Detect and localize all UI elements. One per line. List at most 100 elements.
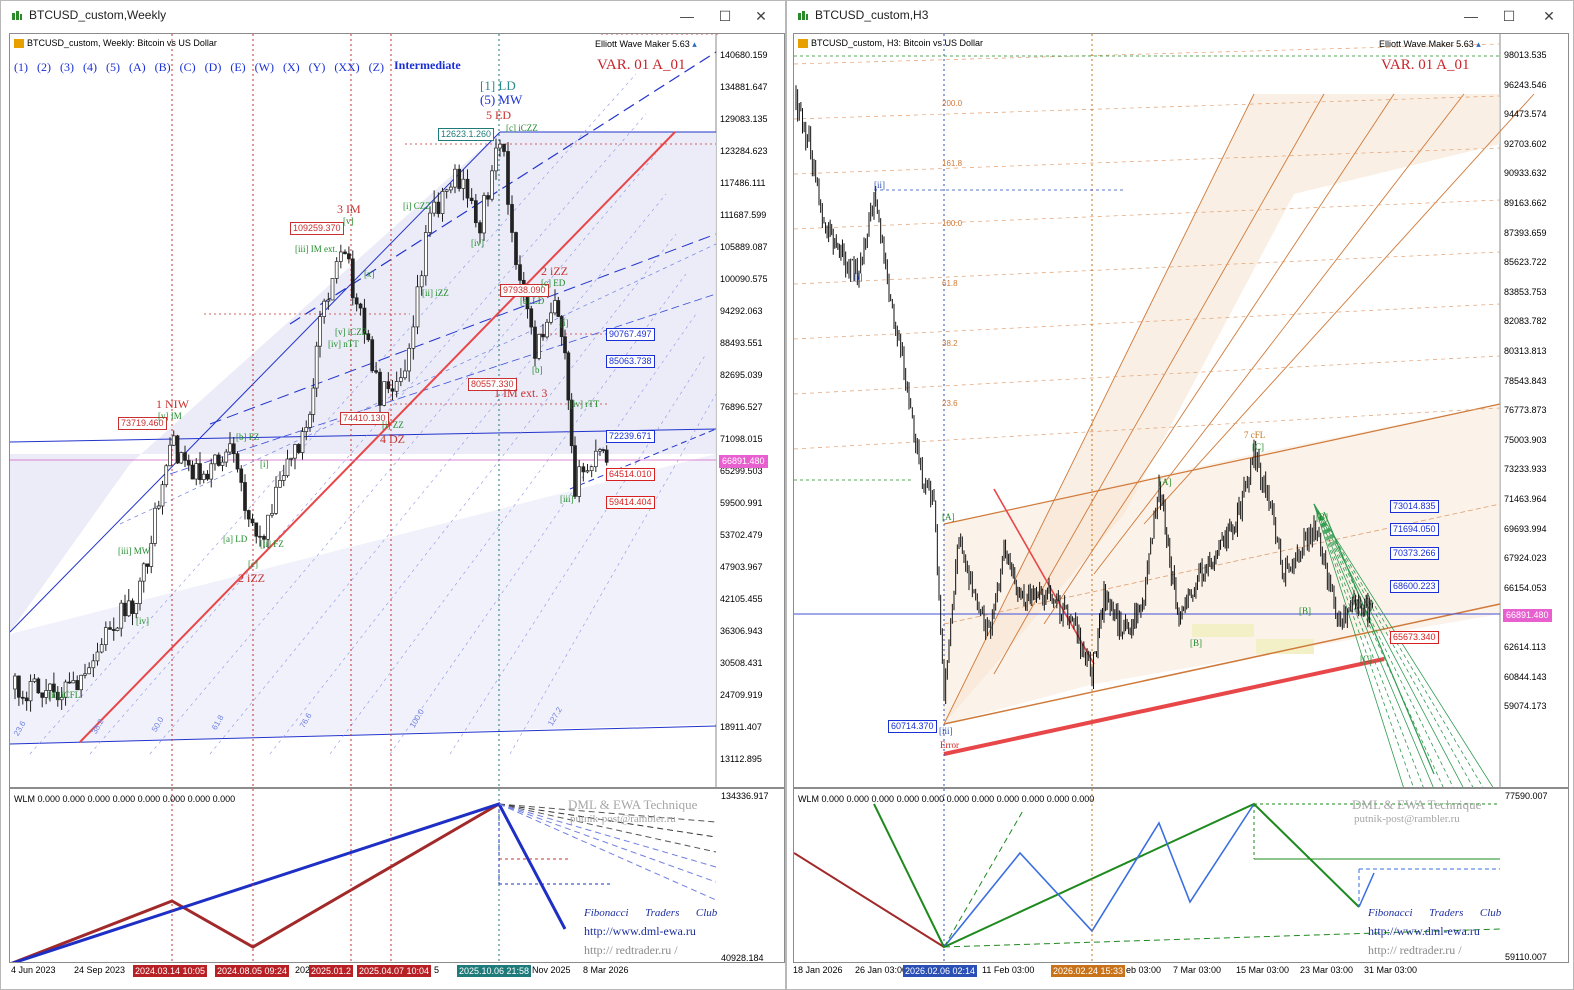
degree-button[interactable]: (A): [129, 60, 146, 74]
degree-button[interactable]: (1): [14, 60, 28, 74]
window-h3[interactable]: BTCUSD_custom,H3 — ☐ ✕ BTCUSD_custom, H3…: [786, 0, 1574, 990]
wave-label: [c] ED: [541, 278, 566, 288]
title-bar[interactable]: BTCUSD_custom,H3 — ☐ ✕: [787, 1, 1573, 31]
degree-button[interactable]: (D): [204, 60, 222, 74]
fib-label: 161.8: [942, 159, 963, 168]
degree-button[interactable]: (4): [83, 60, 97, 74]
wave-label: [1] LD: [480, 78, 516, 93]
maximize-icon[interactable]: ☐: [718, 8, 732, 24]
candle-body: [432, 201, 437, 214]
candle-body: [498, 143, 502, 149]
chart-settings-icon[interactable]: [14, 39, 24, 49]
degree-button[interactable]: (W): [254, 60, 274, 74]
degree-button[interactable]: (E): [230, 60, 246, 74]
wave-label: [ii] FZ: [260, 539, 284, 549]
price-axis-label: 94292.063: [720, 306, 763, 316]
degree-button[interactable]: (3): [60, 60, 74, 74]
degree-button[interactable]: (5): [106, 60, 120, 74]
candle-body: [149, 543, 154, 567]
date-box: 2025.01.2: [309, 965, 354, 977]
candle-body: [205, 473, 210, 480]
fib-level: [794, 251, 1501, 285]
projection-line: [1358, 872, 1375, 908]
indicator-line: [11, 802, 567, 962]
title-bar[interactable]: BTCUSD_custom,Weekly — ☐ ✕: [1, 1, 785, 31]
redtrader-url[interactable]: http:// redtrader.ru /: [584, 943, 678, 957]
price-axis-label: 94473.574: [1504, 109, 1547, 120]
wave-label: 2 iZZ: [238, 571, 265, 585]
main-chart-weekly[interactable]: BTCUSD_custom, Weekly: Bitcoin vs US Dol…: [9, 33, 785, 788]
maximize-icon[interactable]: ☐: [1502, 8, 1516, 24]
price-tag: 97938.090: [500, 284, 549, 297]
price-axis-label: 59074.173: [1504, 701, 1547, 712]
zone-shade: [1192, 624, 1254, 637]
wave-label: [b]: [532, 365, 543, 375]
indicator-axis-bottom: 40928.184: [721, 953, 764, 963]
candle-body: [111, 629, 116, 631]
low-price-tag: 60714.370: [888, 720, 937, 733]
close-icon[interactable]: ✕: [1543, 8, 1555, 24]
candle-body: [20, 696, 25, 699]
candle-body: [190, 464, 195, 480]
fib-fan-line: [89, 113, 647, 755]
chart-header-text: BTCUSD_custom, H3: Bitcoin vs US Dollar: [811, 38, 984, 48]
club-word-1: Fibonacci: [1368, 907, 1413, 919]
redtrader-url[interactable]: http:// redtrader.ru /: [1368, 943, 1462, 957]
green-fan: [1313, 503, 1434, 787]
candle-body: [52, 683, 56, 693]
degree-button[interactable]: (XX): [334, 60, 360, 74]
price-axis-label: 89163.662: [1504, 198, 1547, 208]
fib-level: [794, 95, 1501, 120]
minimize-icon[interactable]: —: [1464, 8, 1478, 24]
club-word-2: Traders: [1429, 907, 1464, 919]
channel-line: [119, 243, 717, 525]
date-box: 2025.04.07 10:04: [357, 965, 432, 977]
pitchfork-line: [943, 603, 1501, 725]
indicator-line: [943, 803, 1255, 948]
candle-body: [285, 458, 290, 477]
candle-body: [254, 522, 259, 537]
wave-label: [iii] MW: [118, 546, 151, 556]
candle-body: [40, 692, 45, 698]
club-url[interactable]: http://www.dml-ewa.ru: [1368, 924, 1480, 938]
degree-button[interactable]: (B): [154, 60, 171, 74]
club-url[interactable]: http://www.dml-ewa.ru: [584, 924, 696, 938]
chart-settings-icon[interactable]: [798, 39, 808, 49]
candle-body: [366, 333, 371, 341]
zone-shade: [1256, 639, 1314, 654]
fib-level: [794, 199, 1501, 230]
candle-body: [304, 427, 309, 432]
candle-body: [138, 580, 142, 604]
main-chart-h3[interactable]: BTCUSD_custom, H3: Bitcoin vs US Dollar …: [793, 33, 1569, 788]
degree-button[interactable]: (Z): [368, 60, 384, 74]
red-trend: [79, 131, 676, 743]
fib-fan-line: [149, 153, 657, 755]
projection-line: [498, 803, 717, 883]
wave-label: [a] LD: [223, 534, 248, 544]
price-axis-label: 73233.933: [1504, 464, 1547, 475]
wave-label: [a] LD: [520, 296, 545, 306]
wave-label: [c] iCZZ: [506, 123, 538, 133]
price-tag: 12623.1.260: [438, 128, 495, 141]
date-label: Nov 2025: [532, 965, 571, 975]
candle-body: [13, 675, 17, 690]
degree-button[interactable]: (C): [179, 60, 196, 74]
price-level-tag: 90767.497: [606, 328, 655, 341]
indicator-panel-weekly[interactable]: WLM 0.000 0.000 0.000 0.000 0.000 0.000 …: [9, 788, 785, 963]
close-icon[interactable]: ✕: [755, 8, 767, 24]
indicator-panel-h3[interactable]: WLM 0.000 0.000 0.000 0.000 0.000 0.000 …: [793, 788, 1569, 963]
price-axis-label: 71463.964: [1504, 494, 1547, 504]
candle-body: [24, 697, 29, 702]
degree-button[interactable]: (Y): [308, 60, 326, 74]
chart-canvas[interactable]: [794, 34, 1569, 788]
window-weekly[interactable]: BTCUSD_custom,Weekly — ☐ ✕ BTCUSD_custom…: [0, 0, 786, 990]
degree-button[interactable]: (X): [283, 60, 300, 74]
chart-canvas[interactable]: [10, 34, 785, 788]
wave-label: [A]: [1159, 477, 1172, 487]
pitchfork-line: [943, 403, 1501, 525]
fib-label: 61.8: [942, 279, 958, 288]
candle-body: [423, 232, 428, 277]
degree-button[interactable]: (2): [37, 60, 51, 74]
minimize-icon[interactable]: —: [680, 8, 694, 24]
degree-label[interactable]: Intermediate: [394, 58, 461, 72]
